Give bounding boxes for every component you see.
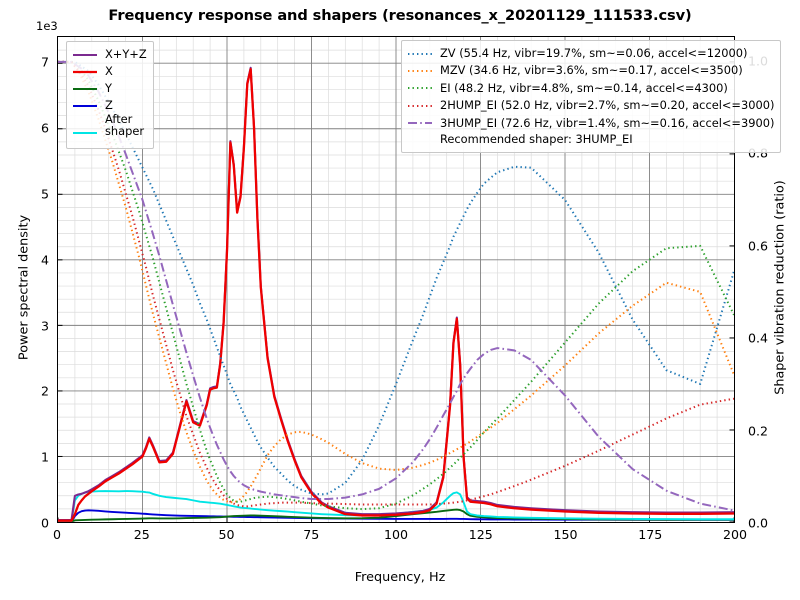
x-tick-label: 150 — [553, 527, 578, 542]
y-tick-label-left: 6 — [40, 120, 49, 136]
legend-line-swatch — [72, 49, 98, 61]
legend-item-y[interactable]: Y — [72, 80, 147, 97]
y-tick-label-left: 5 — [40, 186, 49, 202]
legend-line-swatch — [72, 83, 98, 95]
chart-title: Frequency response and shapers (resonanc… — [108, 7, 692, 24]
legend-item-label: ZV (55.4 Hz, vibr=19.7%, sm~=0.06, accel… — [440, 45, 748, 60]
x-tick-label: 0 — [52, 527, 62, 542]
y-tick-label-left: 7 — [40, 54, 49, 70]
legend-shapers[interactable]: ZV (55.4 Hz, vibr=19.7%, sm~=0.06, accel… — [401, 40, 782, 153]
legend-item-zv[interactable]: ZV (55.4 Hz, vibr=19.7%, sm~=0.06, accel… — [407, 45, 774, 62]
y-axis-label-left: Power spectral density — [16, 214, 32, 361]
legend-item-2hump_ei[interactable]: 2HUMP_EI (52.0 Hz, vibr=2.7%, sm~=0.20, … — [407, 97, 774, 114]
x-tick-label: 100 — [383, 527, 409, 542]
legend-line-swatch — [72, 100, 98, 112]
legend-item-label: EI (48.2 Hz, vibr=4.8%, sm~=0.14, accel<… — [440, 80, 728, 95]
y-tick-label-left: 3 — [40, 318, 49, 334]
x-tick-label: 125 — [468, 527, 493, 542]
legend-line-swatch — [72, 66, 98, 78]
legend-item-label: 2HUMP_EI (52.0 Hz, vibr=2.7%, sm~=0.20, … — [440, 98, 775, 113]
legend-item-3hump_ei[interactable]: 3HUMP_EI (72.6 Hz, vibr=1.4%, sm~=0.16, … — [407, 115, 774, 132]
legend-item-label: MZV (34.6 Hz, vibr=3.6%, sm~=0.17, accel… — [440, 63, 743, 78]
x-axis-label: Frequency, Hz — [354, 570, 446, 585]
y-axis-label-right: Shaper vibration reduction (ratio) — [772, 180, 788, 395]
legend-item-x-y-z[interactable]: X+Y+Z — [72, 46, 147, 63]
x-tick-label: 175 — [638, 527, 663, 542]
data-layer — [58, 60, 734, 522]
legend-item-label: X+Y+Z — [105, 46, 147, 61]
legend-item-label: X — [105, 63, 113, 78]
x-tick-label: 200 — [722, 527, 748, 542]
x-tick-label: 75 — [303, 527, 320, 542]
y-axis-exponent-label: 1e3 — [36, 19, 58, 33]
legend-line-swatch — [407, 117, 433, 129]
legend-item-mzv[interactable]: MZV (34.6 Hz, vibr=3.6%, sm~=0.17, accel… — [407, 62, 774, 79]
legend-line-swatch — [72, 127, 98, 139]
legend-psd[interactable]: X+Y+Z X Y Z After shaper — [66, 41, 154, 149]
legend-item-z[interactable]: Z — [72, 97, 147, 114]
legend-line-swatch — [407, 100, 433, 112]
legend-item-label: Z — [105, 97, 113, 112]
y-tick-label-left: 4 — [40, 252, 49, 268]
legend-line-swatch — [407, 82, 433, 94]
legend-item-ei[interactable]: EI (48.2 Hz, vibr=4.8%, sm~=0.14, accel<… — [407, 80, 774, 97]
legend-item-after-shaper[interactable]: After shaper — [72, 112, 147, 144]
y-tick-label-right: 0.2 — [748, 423, 769, 439]
recommended-shaper-text: Recommended shaper: 3HUMP_EI — [440, 132, 633, 147]
y-tick-label-right: 0.6 — [748, 238, 769, 254]
y-tick-label-left: 1 — [40, 449, 49, 465]
y-tick-label-left: 2 — [40, 383, 49, 399]
legend-item-x[interactable]: X — [72, 63, 147, 80]
legend-item-label: Y — [105, 80, 112, 95]
legend-line-swatch — [407, 65, 433, 77]
legend-item-label: 3HUMP_EI (72.6 Hz, vibr=1.4%, sm~=0.16, … — [440, 115, 775, 130]
x-tick-label: 50 — [218, 527, 235, 542]
y-tick-label-left: 0 — [40, 515, 49, 531]
legend-line-swatch — [407, 48, 433, 60]
y-tick-label-right: 0.4 — [748, 330, 769, 346]
x-tick-label: 25 — [133, 527, 150, 542]
legend-item-label: After shaper — [105, 112, 145, 138]
y-tick-label-right: 0.0 — [748, 515, 769, 531]
